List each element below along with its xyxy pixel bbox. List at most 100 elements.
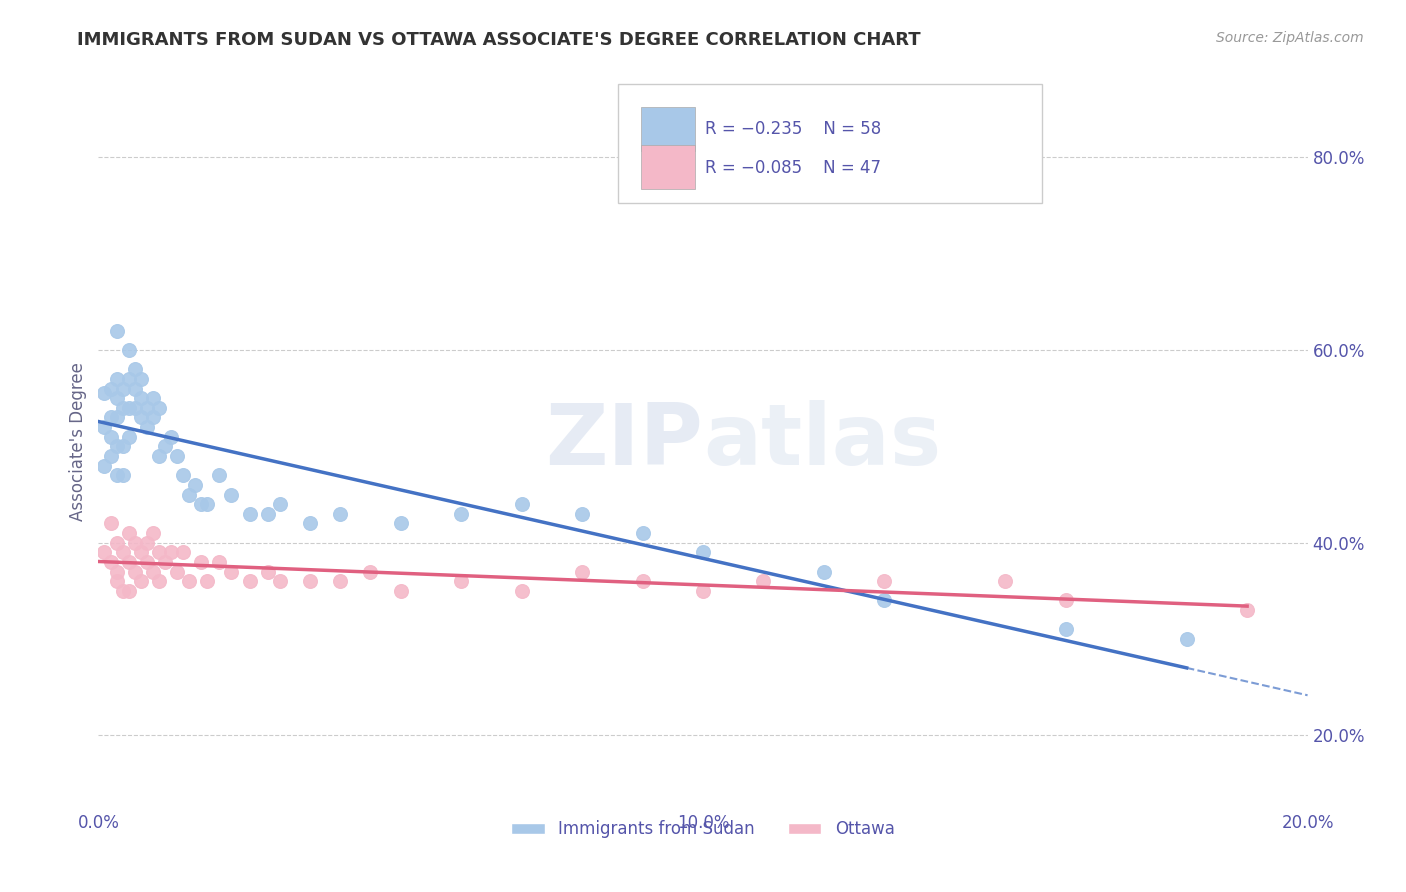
Point xyxy=(118,343,141,357)
Point xyxy=(124,401,146,415)
Point xyxy=(571,507,593,521)
Point xyxy=(111,583,134,598)
Point xyxy=(160,545,183,559)
Text: R = −0.085    N = 47: R = −0.085 N = 47 xyxy=(706,159,882,177)
FancyBboxPatch shape xyxy=(641,145,695,189)
Point xyxy=(111,468,134,483)
Point xyxy=(752,574,775,589)
Point xyxy=(124,362,146,376)
Point xyxy=(1236,603,1258,617)
Point xyxy=(166,565,188,579)
Point xyxy=(100,555,122,569)
Point xyxy=(360,565,382,579)
Point xyxy=(450,574,472,589)
Point xyxy=(118,372,141,386)
Point xyxy=(111,401,134,415)
Point xyxy=(135,535,157,549)
Point xyxy=(118,583,141,598)
Point xyxy=(124,535,146,549)
Point xyxy=(1175,632,1198,646)
Point xyxy=(160,430,183,444)
Point xyxy=(105,372,128,386)
Point xyxy=(111,439,134,453)
Point xyxy=(93,458,115,473)
Point xyxy=(142,565,165,579)
FancyBboxPatch shape xyxy=(641,107,695,151)
Point xyxy=(510,583,533,598)
Point xyxy=(256,507,278,521)
Point xyxy=(571,565,593,579)
Point xyxy=(184,478,207,492)
Text: atlas: atlas xyxy=(703,400,941,483)
Point xyxy=(111,382,134,396)
Point xyxy=(93,420,115,434)
Point xyxy=(221,565,243,579)
Text: R = −0.235    N = 58: R = −0.235 N = 58 xyxy=(706,120,882,137)
Point xyxy=(118,526,141,541)
Point xyxy=(105,574,128,589)
Point xyxy=(129,574,152,589)
Point xyxy=(148,401,170,415)
Point xyxy=(813,565,835,579)
Point xyxy=(692,583,714,598)
Point xyxy=(105,468,128,483)
Point xyxy=(1054,623,1077,637)
Point xyxy=(389,583,412,598)
Point xyxy=(450,507,472,521)
Point xyxy=(118,401,141,415)
Point xyxy=(195,574,218,589)
Point xyxy=(105,391,128,405)
Point xyxy=(135,401,157,415)
Point xyxy=(256,565,278,579)
Point xyxy=(129,545,152,559)
Point xyxy=(239,574,262,589)
Point xyxy=(153,439,176,453)
Point xyxy=(329,507,352,521)
Point xyxy=(221,487,243,501)
Point xyxy=(692,545,714,559)
Point xyxy=(142,410,165,425)
Point xyxy=(208,468,231,483)
Point xyxy=(873,574,896,589)
Point xyxy=(166,449,188,463)
FancyBboxPatch shape xyxy=(619,84,1042,203)
Point xyxy=(172,468,194,483)
Point xyxy=(100,410,122,425)
Point xyxy=(129,372,152,386)
Point xyxy=(389,516,412,531)
Point xyxy=(100,382,122,396)
Point xyxy=(631,574,654,589)
Point xyxy=(179,574,201,589)
Point xyxy=(111,545,134,559)
Text: Source: ZipAtlas.com: Source: ZipAtlas.com xyxy=(1216,31,1364,45)
Point xyxy=(135,555,157,569)
Point xyxy=(148,574,170,589)
Point xyxy=(269,574,291,589)
Point xyxy=(239,507,262,521)
Point xyxy=(93,545,115,559)
Point xyxy=(105,410,128,425)
Point xyxy=(153,555,176,569)
Point xyxy=(148,545,170,559)
Point xyxy=(100,430,122,444)
Point xyxy=(190,497,212,511)
Point xyxy=(172,545,194,559)
Text: IMMIGRANTS FROM SUDAN VS OTTAWA ASSOCIATE'S DEGREE CORRELATION CHART: IMMIGRANTS FROM SUDAN VS OTTAWA ASSOCIAT… xyxy=(77,31,921,49)
Point xyxy=(299,516,322,531)
Point xyxy=(142,391,165,405)
Point xyxy=(208,555,231,569)
Point xyxy=(148,449,170,463)
Point xyxy=(195,497,218,511)
Point xyxy=(510,497,533,511)
Point xyxy=(124,382,146,396)
Point xyxy=(129,410,152,425)
Legend: Immigrants from Sudan, Ottawa: Immigrants from Sudan, Ottawa xyxy=(505,814,901,845)
Point xyxy=(631,526,654,541)
Point xyxy=(299,574,322,589)
Point xyxy=(93,386,115,401)
Point xyxy=(329,574,352,589)
Point xyxy=(129,391,152,405)
Point xyxy=(190,555,212,569)
Point xyxy=(873,593,896,607)
Text: ZIP: ZIP xyxy=(546,400,703,483)
